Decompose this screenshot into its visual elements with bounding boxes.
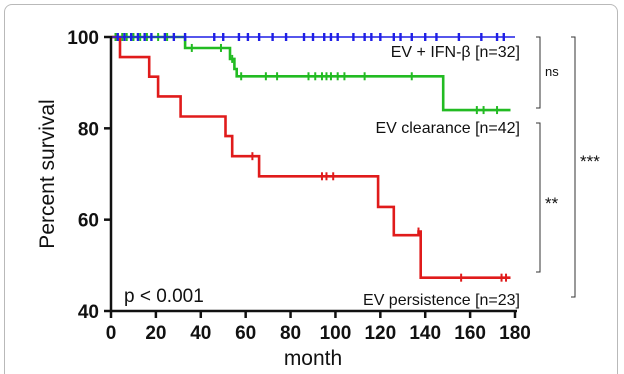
p-value-annotation: p < 0.001 xyxy=(124,286,204,307)
significance-label: ** xyxy=(545,194,559,213)
x-tick-label: 180 xyxy=(499,323,531,344)
significance-brackets: ns***** xyxy=(536,36,600,298)
x-axis-title: month xyxy=(284,347,342,370)
x-tick-label: 120 xyxy=(364,323,396,344)
y-axis-title: Percent survival xyxy=(36,99,59,248)
y-tick-label: 60 xyxy=(78,211,99,232)
x-tick-label: 80 xyxy=(280,323,301,344)
y-tick-label: 40 xyxy=(78,302,99,323)
series-label: EV persistence [n=23] xyxy=(363,292,520,309)
x-tick-label: 20 xyxy=(145,323,166,344)
survival-curve xyxy=(111,35,511,112)
significance-bracket xyxy=(536,122,541,273)
x-tick-label: 0 xyxy=(106,323,117,344)
x-tick-label: 40 xyxy=(190,323,211,344)
x-tick-label: 160 xyxy=(454,323,486,344)
significance-bracket xyxy=(571,36,576,298)
figure-frame xyxy=(4,4,618,374)
ticks-layer: 0 20 40 60 80 100 120 140 160 180 100 80 60 40 xyxy=(67,28,531,344)
y-tick-label: 80 xyxy=(78,119,99,140)
x-tick-label: 60 xyxy=(235,323,256,344)
labels-layer: EV + IFN-β [n=32] EV clearance [n=42] EV p… xyxy=(363,44,520,309)
x-tick-label: 100 xyxy=(320,323,352,344)
curves-layer xyxy=(111,33,515,282)
series-label: EV clearance [n=42] xyxy=(375,120,520,137)
significance-label: *** xyxy=(580,152,600,171)
survival-curve xyxy=(111,35,511,279)
y-tick-label: 100 xyxy=(67,28,99,49)
significance-label: ns xyxy=(545,64,559,79)
series-label: EV + IFN-β [n=32] xyxy=(391,44,520,61)
axes-layer xyxy=(109,36,517,313)
significance-bracket xyxy=(536,36,541,109)
x-tick-label: 140 xyxy=(409,323,441,344)
